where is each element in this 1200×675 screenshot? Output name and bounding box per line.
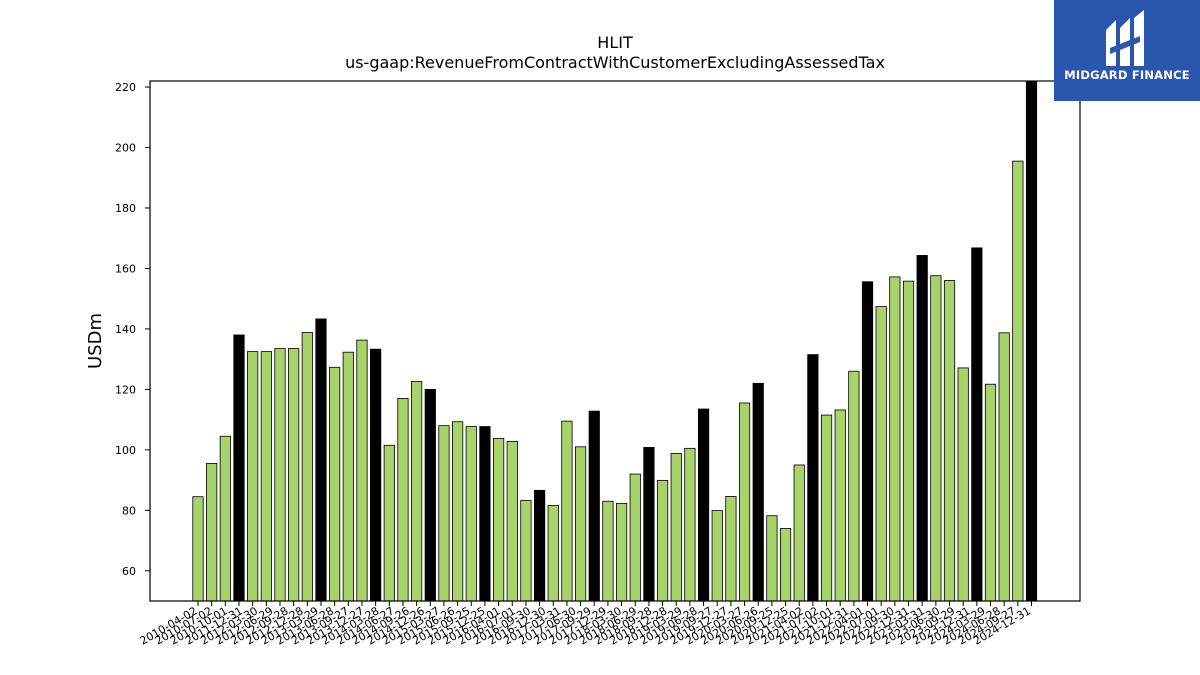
bar	[697, 408, 710, 602]
plot-frame	[149, 80, 1081, 602]
bar	[1012, 160, 1024, 602]
bar	[315, 318, 327, 602]
bar	[356, 339, 368, 602]
bar	[329, 366, 341, 602]
bar	[438, 425, 450, 602]
bar	[383, 444, 395, 602]
bar	[479, 426, 491, 602]
bar	[629, 473, 641, 602]
y-tick-label: 140	[115, 323, 136, 336]
bar	[615, 502, 628, 602]
y-tick-label: 200	[115, 142, 136, 155]
bar	[848, 370, 860, 602]
bar	[943, 280, 956, 602]
bar	[807, 354, 819, 602]
bar	[370, 348, 382, 602]
bar	[520, 499, 532, 602]
bar	[861, 281, 874, 602]
bar	[301, 332, 313, 602]
bar	[288, 348, 300, 602]
y-tick-label: 60	[122, 565, 136, 578]
bar	[342, 351, 354, 602]
bar	[534, 489, 546, 602]
bar	[779, 528, 792, 602]
logo-text: MIDGARD FINANCE	[1064, 68, 1190, 82]
bar	[752, 382, 764, 602]
bar	[971, 247, 983, 602]
bar	[875, 306, 887, 602]
y-tick-label: 220	[115, 81, 136, 94]
bar	[274, 348, 286, 602]
y-tick-label: 120	[115, 383, 136, 396]
bar	[738, 402, 751, 602]
bar	[766, 515, 778, 602]
bar	[643, 447, 655, 602]
y-tick-label: 100	[115, 444, 136, 457]
bar	[1025, 80, 1038, 602]
chart-title: HLIT	[597, 33, 633, 52]
bar	[452, 421, 464, 602]
bar	[506, 440, 518, 602]
bar	[930, 275, 942, 602]
bar	[957, 367, 969, 602]
y-tick-label: 180	[115, 202, 136, 215]
bar	[684, 447, 696, 602]
bar	[260, 351, 272, 602]
bar	[493, 437, 505, 602]
bar	[889, 276, 901, 602]
bar	[411, 381, 423, 602]
bar	[984, 383, 997, 602]
bar	[820, 414, 833, 602]
bar	[670, 453, 682, 602]
bar	[574, 446, 587, 602]
bar	[588, 410, 600, 602]
bar	[247, 351, 259, 602]
bar	[561, 420, 573, 602]
bar	[192, 496, 204, 602]
y-tick-label: 80	[122, 504, 136, 517]
bar	[602, 500, 614, 602]
bar	[397, 398, 409, 602]
bar	[902, 280, 915, 602]
chart-subtitle: us-gaap:RevenueFromContractWithCustomerE…	[345, 53, 885, 72]
bar	[233, 334, 245, 602]
bar	[465, 426, 477, 602]
bar	[916, 255, 928, 602]
bar	[711, 510, 723, 602]
logo-mark-icon	[1106, 10, 1144, 66]
y-axis-label: USDm	[85, 313, 106, 369]
bar	[424, 388, 436, 602]
bar	[998, 332, 1010, 602]
y-tick-label: 160	[115, 262, 136, 275]
bar	[793, 464, 805, 602]
bar	[547, 505, 559, 602]
bar	[219, 435, 231, 602]
bar	[656, 479, 669, 602]
bar	[206, 463, 218, 602]
bar	[725, 495, 737, 602]
bar	[834, 409, 846, 602]
midgard-finance-logo: MIDGARD FINANCE	[1054, 0, 1200, 101]
